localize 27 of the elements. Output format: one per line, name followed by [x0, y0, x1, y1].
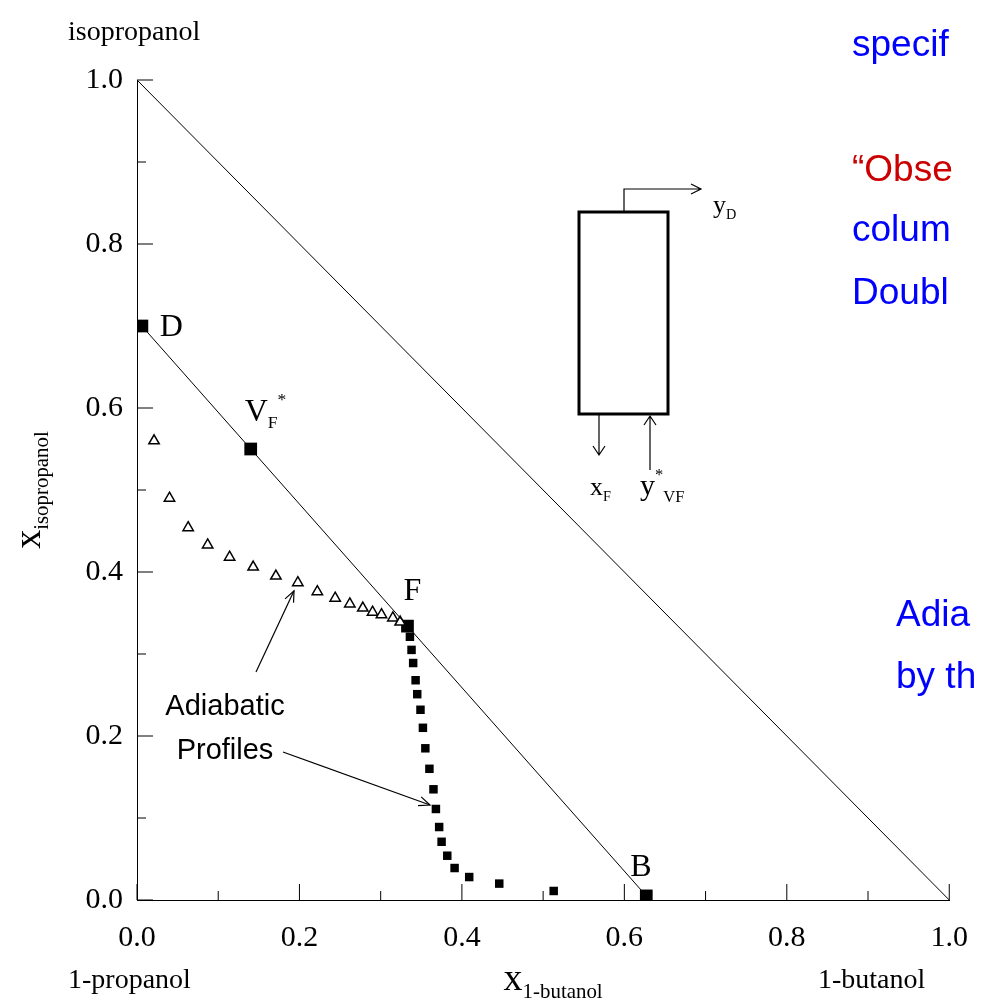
annotation: Doubl: [852, 271, 949, 312]
annotation: colum: [852, 208, 951, 249]
y-axis-title: xisopropanol: [6, 430, 54, 549]
x-tick-label: 0.4: [443, 918, 481, 952]
y-tick-label: 0.2: [85, 716, 123, 750]
x-tick-label: 0.8: [768, 918, 806, 952]
annotation: Adia: [896, 593, 971, 634]
y-tick-label: 1.0: [85, 60, 123, 94]
annotation: y*VF: [640, 465, 685, 506]
annotation: D: [159, 307, 183, 343]
text: specif: [852, 23, 950, 64]
x-tick-label: 1.0: [930, 918, 968, 952]
y-tick-label: 0.6: [85, 388, 123, 422]
annotation: B: [630, 846, 652, 883]
text: 1-butanol: [818, 963, 926, 994]
y-tick-label: 0.8: [85, 224, 123, 258]
x-tick-label: 0.0: [118, 918, 156, 952]
y-tick-label: 0.4: [85, 552, 123, 586]
text: isopropanol: [68, 15, 201, 46]
text: 1-propanol: [68, 963, 192, 994]
annotation: F: [403, 571, 422, 608]
x-tick-label: 0.6: [605, 918, 644, 952]
x-tick-label: 0.2: [280, 918, 319, 952]
y-tick-label: 0.0: [85, 880, 123, 914]
annotation: by th: [896, 655, 977, 696]
annotation: “Obse: [852, 148, 953, 189]
annotation: Adiabatic Profiles: [165, 689, 285, 765]
